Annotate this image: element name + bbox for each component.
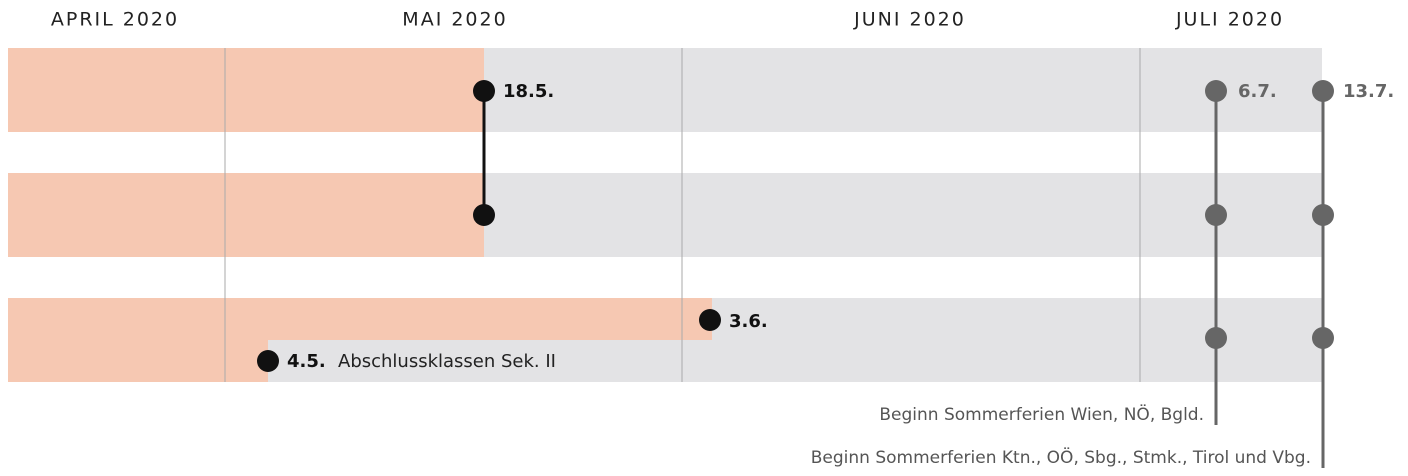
date-label: 18.5. xyxy=(503,81,554,102)
month-label: MAI 2020 xyxy=(402,9,507,31)
summer-lines xyxy=(1214,91,1325,468)
black-dots xyxy=(257,80,721,372)
date-label: 3.6. xyxy=(729,311,768,332)
date-label: 4.5. xyxy=(287,351,326,372)
closed-periods xyxy=(8,48,712,382)
date-label: 13.7. xyxy=(1343,81,1394,102)
month-dividers xyxy=(224,48,1141,382)
note-label: Beginn Sommerferien Wien, NÖ, Bgld. xyxy=(879,403,1204,425)
grey-dots xyxy=(1205,80,1334,349)
date-label: 6.7. xyxy=(1238,81,1277,102)
month-label: JULI 2020 xyxy=(1175,9,1284,31)
month-label: APRIL 2020 xyxy=(51,9,179,31)
month-label: JUNI 2020 xyxy=(853,9,966,31)
note-label: Abschlussklassen Sek. II xyxy=(338,351,556,372)
note-label: Beginn Sommerferien Ktn., OÖ, Sbg., Stmk… xyxy=(811,446,1311,468)
